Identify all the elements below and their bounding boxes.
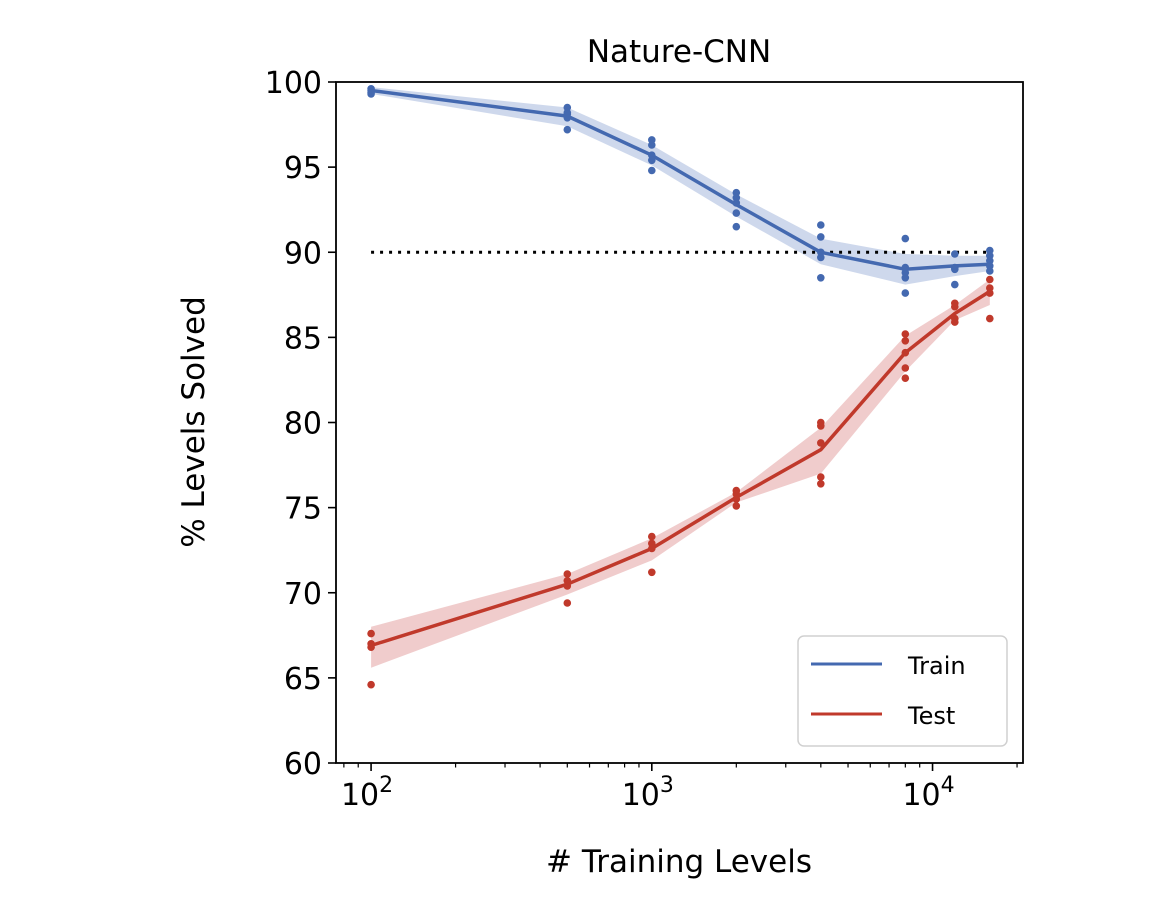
- x-tick-label: 102: [341, 773, 393, 813]
- data-point-test: [901, 337, 910, 345]
- data-point-train: [951, 280, 959, 289]
- data-point-train: [817, 274, 825, 282]
- series-line-train: [370, 88, 990, 272]
- x-tick-exponent: 4: [941, 773, 955, 798]
- data-point-test: [563, 599, 572, 607]
- data-point-train: [817, 233, 825, 241]
- x-tick-base: 10: [341, 778, 379, 813]
- x-tick-exponent: 2: [379, 773, 393, 798]
- y-tick-label: 90: [284, 236, 322, 271]
- data-point-test: [986, 275, 994, 284]
- data-point-train: [951, 265, 959, 274]
- y-tick-label: 75: [284, 492, 322, 527]
- data-point-test: [367, 680, 375, 689]
- data-point-train: [951, 250, 959, 258]
- data-point-test: [367, 643, 375, 651]
- series-line-test: [370, 289, 991, 648]
- data-point-test: [817, 422, 825, 430]
- x-tick-base: 10: [902, 778, 940, 813]
- y-axis-label: % Levels Solved: [176, 296, 212, 548]
- data-point-train: [648, 141, 656, 149]
- y-tick-label: 70: [284, 577, 322, 612]
- data-point-test: [951, 302, 959, 311]
- data-point-test: [951, 318, 959, 326]
- data-point-train: [901, 289, 910, 297]
- data-point-test: [563, 570, 572, 578]
- confidence-band-test: [371, 279, 990, 668]
- data-point-train: [563, 114, 572, 122]
- x-axis-label: # Training Levels: [546, 844, 812, 880]
- data-point-test: [901, 330, 910, 338]
- data-point-test: [986, 314, 994, 323]
- data-point-test: [817, 480, 825, 488]
- x-axis: 102 103 104: [341, 763, 1018, 813]
- data-point-train: [817, 253, 825, 262]
- data-point-test: [817, 473, 825, 481]
- x-tick-label: 103: [622, 773, 674, 813]
- data-point-test: [367, 629, 375, 638]
- legend: Train Test: [797, 635, 1008, 747]
- data-point-train: [648, 156, 656, 165]
- y-tick-label: 85: [284, 321, 322, 356]
- data-point-train: [367, 90, 375, 98]
- y-tick-label: 80: [284, 407, 322, 442]
- data-point-test: [901, 364, 910, 372]
- data-point-train: [648, 166, 656, 175]
- data-point-train: [817, 221, 825, 229]
- x-tick-base: 10: [622, 778, 660, 813]
- y-tick-label: 60: [284, 747, 322, 782]
- data-point-test: [732, 502, 741, 510]
- data-point-test: [563, 582, 572, 590]
- data-point-test: [648, 544, 656, 553]
- y-tick-label: 95: [284, 151, 322, 186]
- data-point-test: [648, 568, 656, 577]
- data-point-train: [901, 234, 910, 243]
- legend-box: [797, 635, 1008, 747]
- data-point-test: [817, 439, 825, 447]
- data-point-train: [732, 222, 741, 231]
- data-point-train: [563, 125, 572, 134]
- x-tick-label: 104: [902, 773, 954, 813]
- legend-train-label: Train: [907, 652, 966, 680]
- x-tick-exponent: 3: [660, 773, 674, 798]
- data-point-test: [901, 374, 910, 383]
- data-point-train: [986, 246, 994, 255]
- y-tick-label: 100: [265, 66, 322, 101]
- data-point-test: [986, 289, 994, 297]
- y-axis: 60 65 70 75 80 85 90 95 100: [265, 66, 336, 782]
- chart-title: Nature-CNN: [587, 34, 771, 70]
- plot-area: [367, 85, 994, 689]
- legend-test-label: Test: [907, 702, 955, 730]
- y-tick-label: 65: [284, 662, 322, 697]
- confidence-band-train: [371, 87, 990, 285]
- data-point-test: [732, 495, 741, 503]
- data-point-test: [648, 532, 656, 541]
- axes-frame: [335, 81, 1024, 764]
- data-point-train: [986, 267, 994, 275]
- data-point-train: [732, 209, 741, 217]
- data-point-train: [901, 274, 910, 282]
- data-point-train: [732, 199, 741, 207]
- data-point-test: [901, 348, 910, 357]
